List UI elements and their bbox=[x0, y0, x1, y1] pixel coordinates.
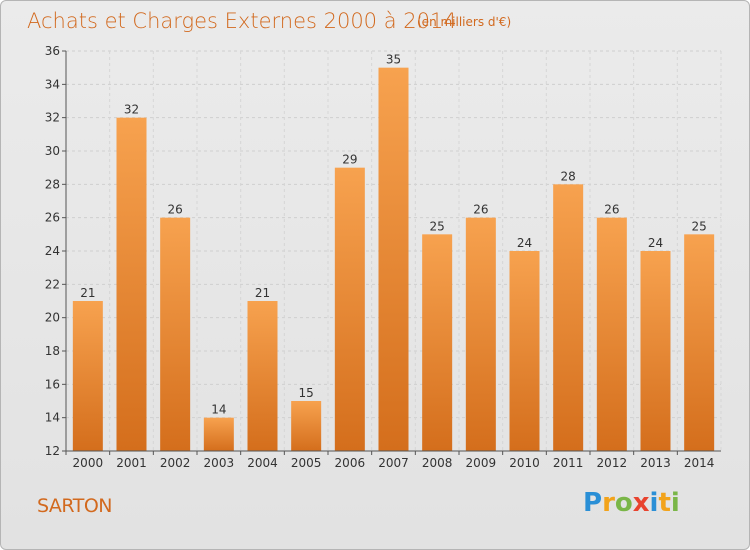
bar-value-label: 28 bbox=[561, 169, 576, 183]
axes: 12 14 16 18 20 22 24 26 28 30 32 34 36 2000 2001 2002 20… bbox=[45, 44, 721, 470]
proxiti-logo: Proxiti bbox=[583, 488, 680, 518]
logo-letter: x bbox=[632, 488, 650, 518]
bar-value-label: 25 bbox=[692, 219, 707, 233]
bar-value-label: 25 bbox=[430, 219, 445, 233]
x-tick-label: 2014 bbox=[684, 456, 715, 470]
bar-value-label: 21 bbox=[80, 286, 95, 300]
bar-value-label: 24 bbox=[648, 236, 663, 250]
bar bbox=[422, 234, 453, 451]
y-tick-label: 28 bbox=[45, 177, 60, 191]
bar bbox=[160, 217, 191, 451]
bar bbox=[247, 301, 278, 451]
bar-value-label: 26 bbox=[604, 203, 619, 217]
bar bbox=[596, 217, 627, 451]
bar-value-label: 21 bbox=[255, 286, 270, 300]
bars-group: 21 32 26 14 21 15 29 35 25 26 24 28 26 24 25 bbox=[72, 53, 715, 452]
y-tick-label: 16 bbox=[45, 377, 60, 391]
bar-value-label: 24 bbox=[517, 236, 532, 250]
bar-value-label: 14 bbox=[211, 403, 226, 417]
y-tick-label: 36 bbox=[45, 44, 60, 58]
x-tick-label: 2007 bbox=[378, 456, 409, 470]
bar-value-label: 32 bbox=[124, 103, 139, 117]
logo-letter: i bbox=[649, 488, 659, 518]
bar-value-label: 26 bbox=[473, 203, 488, 217]
bar bbox=[465, 217, 496, 451]
logo-letter: i bbox=[670, 488, 680, 518]
bar bbox=[553, 184, 584, 452]
x-tick-label: 2011 bbox=[553, 456, 584, 470]
bar bbox=[203, 417, 234, 451]
x-tick-label: 2008 bbox=[422, 456, 453, 470]
x-tick-label: 2010 bbox=[509, 456, 540, 470]
logo-letter: r bbox=[602, 488, 615, 518]
bar bbox=[72, 301, 103, 451]
y-tick-label: 26 bbox=[45, 211, 60, 225]
chart-subtitle: (en milliers d'€) bbox=[417, 15, 511, 29]
x-tick-label: 2012 bbox=[597, 456, 628, 470]
location-label: SARTON bbox=[37, 495, 113, 517]
bar-value-label: 29 bbox=[342, 153, 357, 167]
bar bbox=[116, 117, 147, 452]
x-tick-label: 2013 bbox=[640, 456, 671, 470]
bar-value-label: 26 bbox=[168, 203, 183, 217]
bar bbox=[378, 67, 409, 452]
chart-title: Achats et Charges Externes 2000 à 2014 bbox=[27, 9, 457, 33]
x-tick-label: 2002 bbox=[160, 456, 191, 470]
bar bbox=[640, 251, 671, 451]
x-tick-label: 2003 bbox=[204, 456, 235, 470]
y-tick-label: 14 bbox=[45, 411, 60, 425]
x-tick-label: 2000 bbox=[73, 456, 104, 470]
logo-letter: t bbox=[658, 488, 671, 518]
y-tick-label: 12 bbox=[45, 444, 60, 458]
y-tick-label: 32 bbox=[45, 111, 60, 125]
y-tick-label: 20 bbox=[45, 311, 60, 325]
y-tick-label: 24 bbox=[45, 244, 60, 258]
bar bbox=[291, 401, 322, 451]
x-tick-label: 2009 bbox=[466, 456, 497, 470]
y-tick-label: 22 bbox=[45, 277, 60, 291]
logo-letter: o bbox=[614, 488, 633, 518]
x-tick-label: 2006 bbox=[335, 456, 366, 470]
bar bbox=[334, 167, 365, 451]
y-tick-label: 18 bbox=[45, 344, 60, 358]
x-tick-label: 2005 bbox=[291, 456, 322, 470]
bar-value-label: 15 bbox=[299, 386, 314, 400]
x-tick-label: 2004 bbox=[247, 456, 278, 470]
x-tick-label: 2001 bbox=[116, 456, 147, 470]
y-tick-label: 34 bbox=[45, 77, 60, 91]
bar bbox=[509, 251, 540, 451]
bar-value-label: 35 bbox=[386, 53, 401, 67]
logo-letter: P bbox=[583, 488, 603, 518]
bar bbox=[684, 234, 715, 451]
y-tick-label: 30 bbox=[45, 144, 60, 158]
